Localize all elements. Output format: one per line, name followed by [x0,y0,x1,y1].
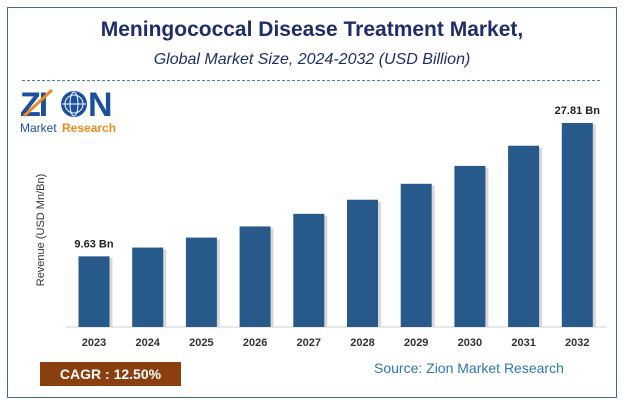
bar-2029 [400,183,432,327]
bar-2027 [293,213,325,327]
x-tick-label: 2025 [189,337,213,349]
bar-2030 [454,165,486,327]
source-text: Source: Zion Market Research [374,360,564,376]
bar-2032 [561,123,593,327]
x-tick-label: 2023 [82,337,106,349]
chart-title: Meningococcal Disease Treatment Market, [100,18,524,41]
x-tick-label: 2027 [297,337,321,349]
bar-2026 [239,226,271,327]
x-tick-label: 2030 [458,337,482,349]
x-tick-label: 2029 [404,337,428,349]
x-tick-label: 2026 [243,337,267,349]
svg-text:Research: Research [62,121,116,134]
zion-logo: ZI N Market Research [20,86,116,134]
bar-2024 [132,247,164,327]
bar-2023 [78,256,110,327]
x-tick-label: 2024 [135,337,160,349]
x-tick-label: 2028 [350,337,374,349]
chart-subtitle: Global Market Size, 2024-2032 (USD Billi… [153,51,471,68]
x-tick-label: 2032 [565,337,589,349]
x-tick-label: 2031 [511,337,535,349]
bar-2031 [508,145,540,327]
data-label: 9.63 Bn [74,238,113,250]
cagr-badge: CAGR : 12.50% [40,362,181,386]
svg-text:Market: Market [20,121,57,134]
chart-frame [7,7,617,398]
bar-2025 [185,237,217,327]
bar-2028 [347,199,378,327]
divider [22,80,600,81]
data-label: 27.81 Bn [555,105,601,117]
svg-text:N: N [88,86,113,124]
